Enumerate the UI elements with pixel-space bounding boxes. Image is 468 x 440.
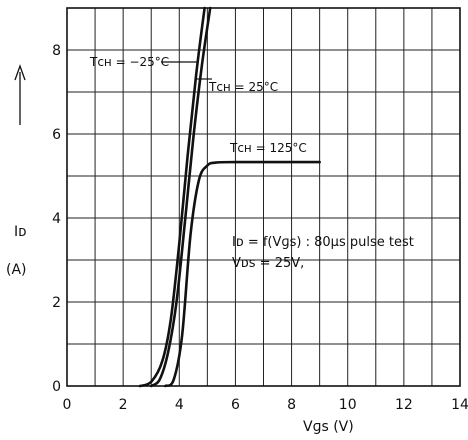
grid-layer (67, 8, 460, 386)
x-tick-label: 12 (395, 397, 413, 413)
tick-label-layer: 0 2 4 6 8 10 12 14 0 2 4 6 8 (52, 43, 468, 413)
x-tick-label: 10 (339, 397, 357, 413)
x-tick-label: 8 (287, 397, 296, 413)
test-condition-note: Iᴅ = f(Vɡs) : 80µs pulse test (232, 235, 414, 250)
plot-frame (66, 7, 461, 387)
x-tick-label: 6 (231, 397, 240, 413)
series-curve-125c (164, 160, 321, 388)
y-tick-label: 0 (52, 379, 61, 395)
series-label: Tᴄʜ = −25°C (89, 55, 169, 69)
series-label: Tᴄʜ = 125°C (229, 141, 307, 155)
curve-layer (138, 6, 321, 388)
y-tick-label: 6 (52, 127, 61, 143)
y-axis-label: Iᴅ (14, 224, 27, 240)
y-tick-label: 8 (52, 43, 61, 59)
y-tick-label: 2 (52, 295, 61, 311)
y-axis-unit: (A) (6, 262, 27, 278)
x-axis-label: Vɡs (V) (303, 419, 354, 435)
series-label-layer: Tᴄʜ = −25°C Tᴄʜ = 25°C Tᴄʜ = 125°C (89, 55, 307, 155)
x-tick-label: 2 (119, 397, 128, 413)
vds-condition-note: Vᴅs = 25V, (232, 256, 304, 271)
series-label: Tᴄʜ = 25°C (208, 80, 278, 94)
y-tick-label: 4 (52, 211, 61, 227)
x-tick-label: 14 (451, 397, 468, 413)
x-tick-label: 4 (175, 397, 184, 413)
series-curve-minus25c (138, 6, 206, 388)
x-tick-label: 0 (63, 397, 72, 413)
series-curve-25c (149, 6, 212, 388)
y-axis-arrow-head (14, 64, 26, 81)
